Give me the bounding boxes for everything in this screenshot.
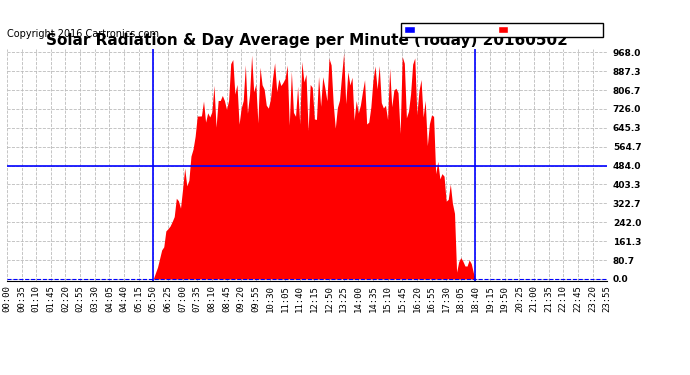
Title: Solar Radiation & Day Average per Minute (Today) 20160502: Solar Radiation & Day Average per Minute… (46, 33, 568, 48)
Text: Copyright 2016 Cartronics.com: Copyright 2016 Cartronics.com (7, 30, 159, 39)
Legend: Median (W/m2), Radiation (W/m2): Median (W/m2), Radiation (W/m2) (401, 23, 602, 38)
